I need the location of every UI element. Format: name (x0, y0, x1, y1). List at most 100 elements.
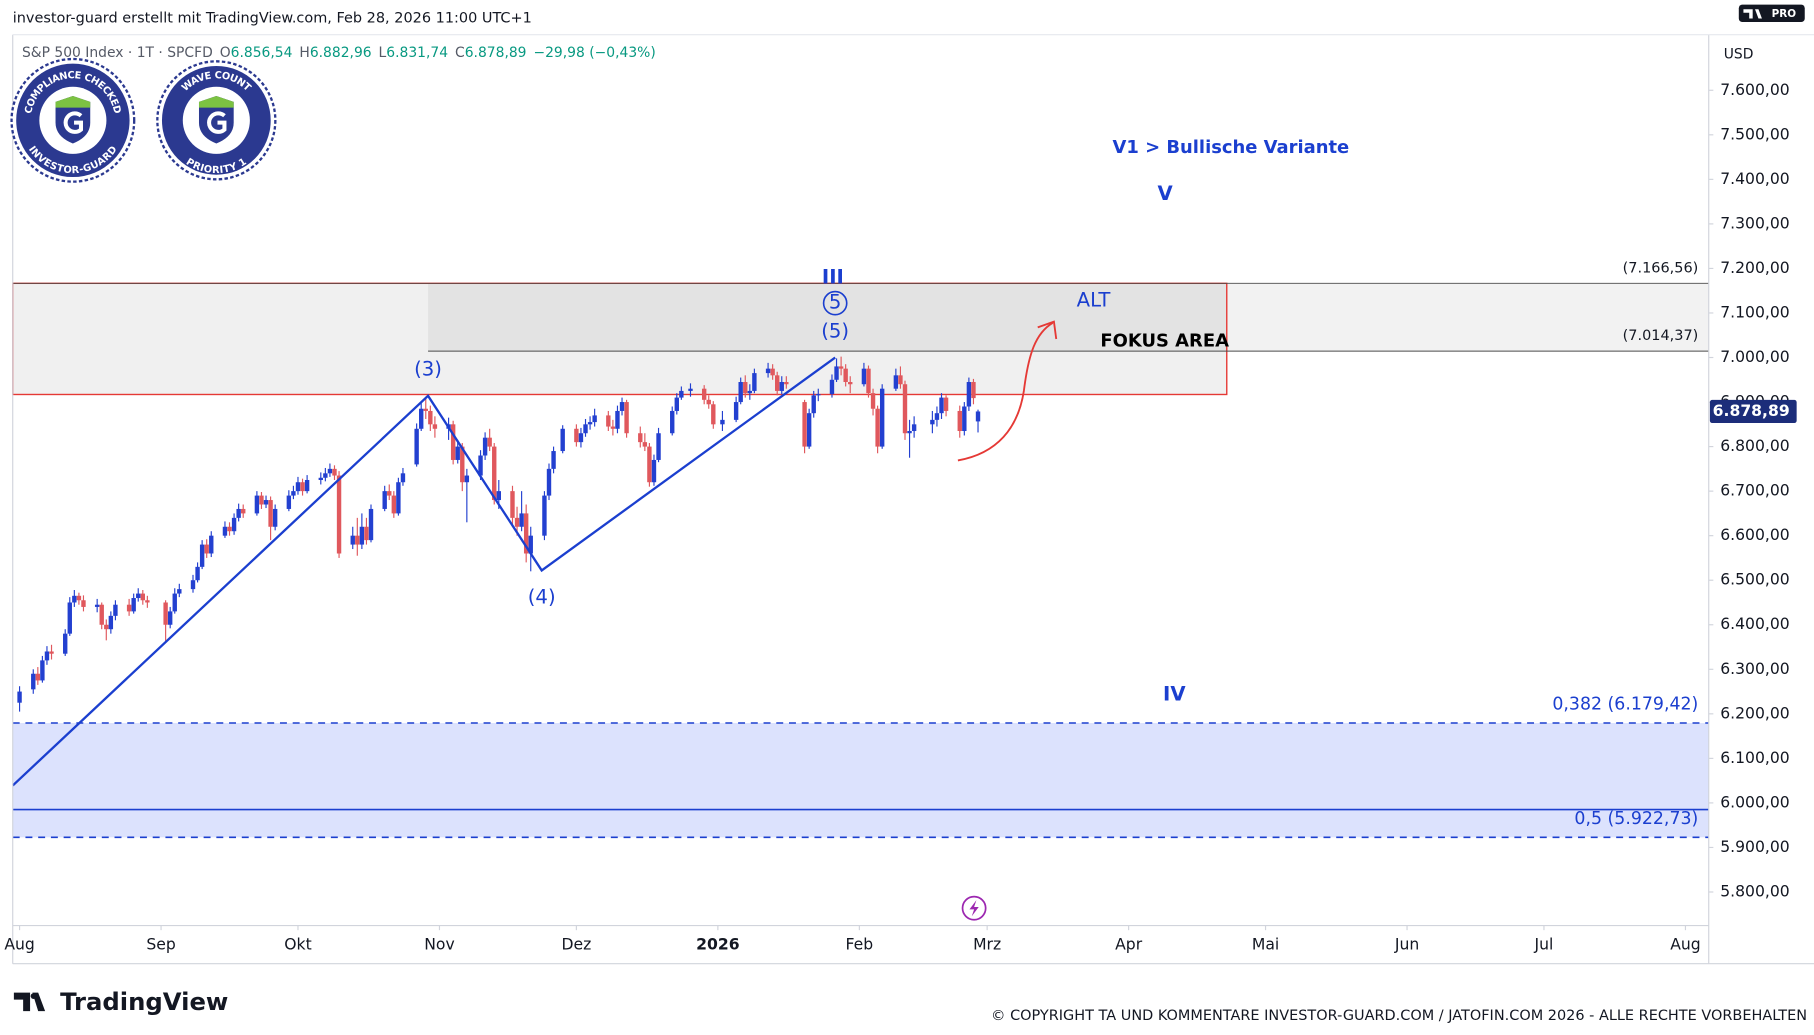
candle-body (606, 415, 611, 427)
candle-body (455, 446, 460, 460)
candle-body (304, 479, 310, 492)
candle-body (816, 394, 821, 396)
candle-body (99, 604, 104, 625)
candle-body (145, 600, 150, 603)
x-tick-label: Aug (1670, 936, 1700, 954)
candle-body (272, 508, 278, 527)
price-line-label: (7.166,56) (1623, 260, 1699, 276)
candle-body (551, 451, 556, 469)
candle-body (806, 413, 812, 447)
candle-body (460, 446, 465, 483)
candle-body (957, 410, 962, 432)
annotation: III (822, 265, 844, 288)
candle-body (195, 566, 200, 581)
last-price-label: 6.878,89 (1713, 402, 1790, 420)
candles (17, 356, 981, 712)
candle-body (231, 517, 237, 532)
candle-body (167, 611, 173, 625)
candle-body (642, 442, 648, 447)
candle-body (391, 495, 397, 514)
candle-body (619, 402, 625, 411)
candle-body (829, 379, 835, 395)
y-tick-label: 6.800,00 (1720, 437, 1790, 455)
fib-label: 0,382 (6.179,42) (1552, 694, 1698, 714)
candle-body (971, 382, 976, 399)
candle-body (387, 491, 392, 496)
badge-g (63, 111, 84, 134)
annotation: 5 (829, 291, 842, 314)
candle-body (866, 368, 871, 394)
candle-body (870, 393, 876, 409)
candle-body (907, 431, 912, 434)
legend: S&P 500 Index · 1T · SPCFD O6.856,54 H6.88… (22, 45, 656, 61)
y-tick-label: 7.600,00 (1720, 81, 1790, 99)
y-tick-label: 6.200,00 (1720, 704, 1790, 722)
y-tick-label: 6.100,00 (1720, 749, 1790, 767)
candle-body (592, 415, 597, 423)
candle-body (975, 411, 981, 422)
candle-body (318, 477, 323, 480)
copyright: © COPYRIGHT TA UND KOMMENTARE INVESTOR-G… (991, 1008, 1807, 1024)
candle-body (131, 598, 136, 612)
y-tick-label: 6.600,00 (1720, 526, 1790, 544)
range-box (428, 283, 1709, 352)
legend-value: 6.882,96 (310, 45, 372, 61)
candle-body (624, 402, 629, 434)
candle-body (291, 491, 296, 496)
event-icon (969, 900, 979, 917)
candle-body (898, 375, 903, 385)
y-tick-label: 6.000,00 (1720, 793, 1790, 811)
candle-body (76, 595, 82, 601)
candle-body (332, 468, 337, 476)
annotation: (4) (528, 586, 556, 609)
candle-body (875, 408, 880, 447)
candle-body (962, 406, 967, 432)
candle-body (104, 624, 109, 630)
candle-body (784, 382, 789, 385)
candle-body (177, 589, 182, 594)
candle-body (638, 433, 643, 443)
candle-body (263, 500, 269, 505)
candle-body (259, 495, 264, 505)
x-tick-label: Aug (4, 936, 34, 954)
tv-mark (1743, 9, 1762, 19)
candle-body (848, 382, 853, 385)
candle-body (651, 459, 657, 483)
candle-body (838, 366, 844, 369)
candle-body (747, 390, 753, 394)
candle-body (300, 482, 305, 492)
top-note: investor-guard erstellt mit TradingView.… (13, 11, 532, 27)
y-tick-label: 6.700,00 (1720, 482, 1790, 500)
candle-body (939, 397, 944, 414)
legend-key: O (220, 45, 231, 61)
candle-body (40, 660, 45, 681)
candle-body (674, 397, 679, 411)
legend-value: 6.878,89 (465, 45, 527, 61)
x-tick-label: Jul (1534, 936, 1554, 954)
candle-body (765, 368, 771, 374)
legend-key: C (455, 45, 465, 61)
candle-body (482, 437, 488, 456)
wave-line (11, 356, 836, 787)
candle-body (688, 388, 693, 391)
candle-body (199, 544, 205, 567)
arrow-head (1037, 320, 1058, 340)
annotation: IV (1163, 683, 1186, 706)
candle-body (743, 382, 748, 394)
annotation: (5) (821, 320, 849, 343)
candle-body (902, 384, 908, 434)
candle-body (350, 535, 355, 545)
candle-body (17, 691, 22, 703)
candle-body (236, 508, 241, 518)
candle-body (930, 419, 935, 425)
candle-body (432, 424, 438, 429)
candle-body (528, 535, 533, 554)
candle-body (861, 368, 867, 385)
candle-body (241, 508, 246, 514)
candle-body (450, 424, 456, 460)
x-tick-label: Mrz (973, 936, 1001, 954)
candle-body (368, 508, 374, 541)
